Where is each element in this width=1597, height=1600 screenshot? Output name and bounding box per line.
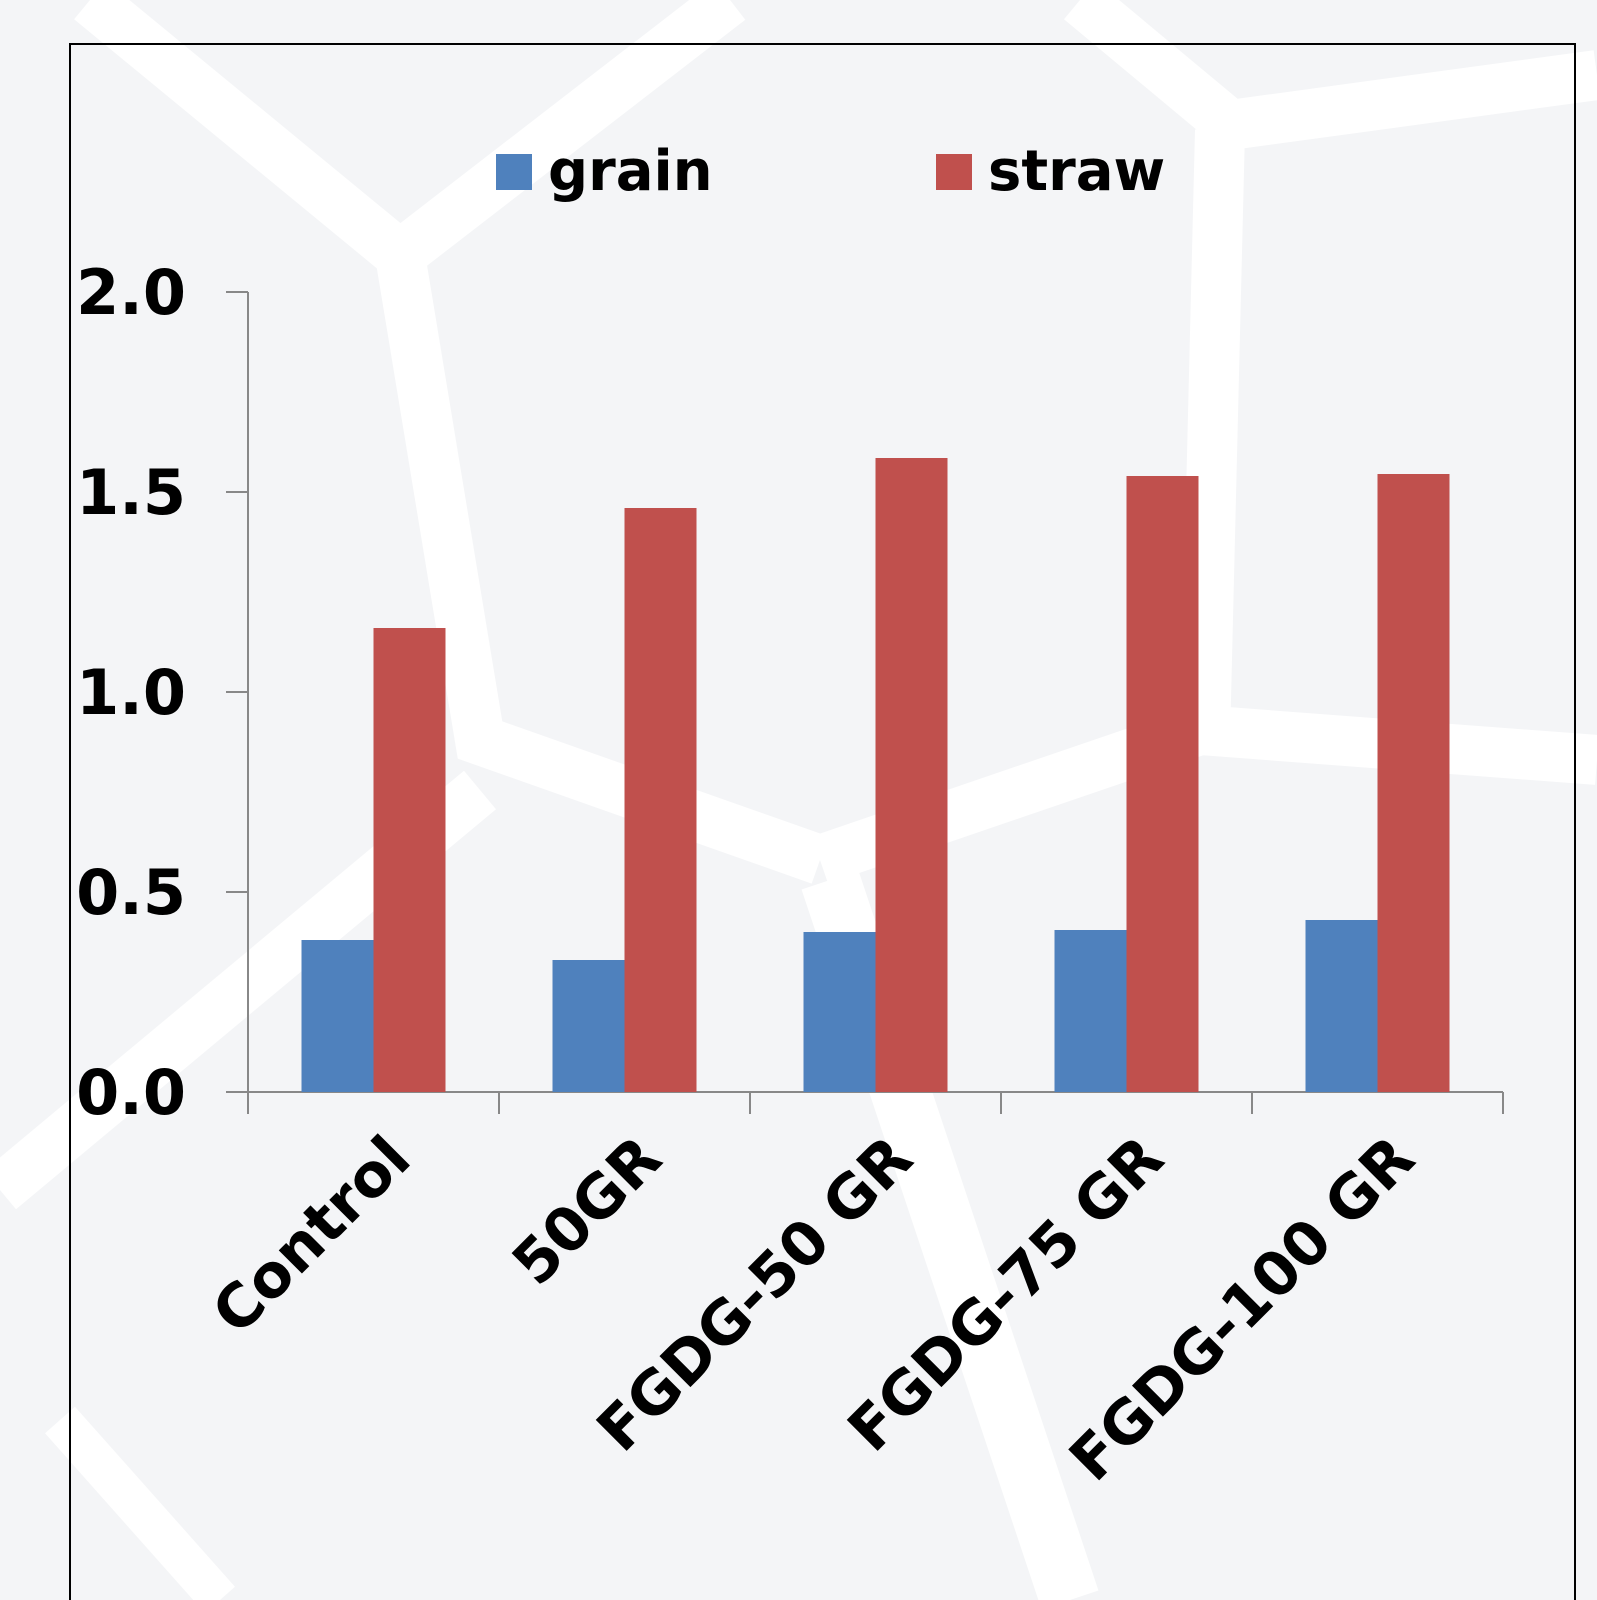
legend: grain straw bbox=[496, 139, 1165, 204]
bar-straw-4 bbox=[1377, 474, 1450, 1092]
y-ticks: 0.0 0.5 1.0 1.5 2.0 bbox=[76, 256, 248, 1129]
bar-grain-2 bbox=[803, 932, 876, 1092]
bar-grain-4 bbox=[1305, 920, 1378, 1092]
bar-straw-3 bbox=[1126, 476, 1199, 1092]
legend-label-straw: straw bbox=[988, 139, 1165, 204]
y-tick-label: 0.0 bbox=[76, 1056, 186, 1129]
bars bbox=[301, 458, 1450, 1092]
y-tick-label: 1.0 bbox=[76, 656, 186, 729]
bar-straw-0 bbox=[373, 628, 446, 1092]
bar-straw-2 bbox=[875, 458, 948, 1092]
x-ticks bbox=[247, 1092, 1504, 1114]
bar-grain-0 bbox=[301, 940, 374, 1092]
y-tick-label: 2.0 bbox=[76, 256, 186, 329]
chart-frame bbox=[69, 43, 1576, 1600]
legend-swatch-straw bbox=[936, 154, 972, 190]
legend-label-grain: grain bbox=[548, 139, 713, 204]
bar-straw-1 bbox=[624, 508, 697, 1092]
legend-swatch-grain bbox=[496, 154, 532, 190]
bar-grain-3 bbox=[1054, 930, 1127, 1092]
bar-grain-1 bbox=[552, 960, 625, 1092]
y-tick-label: 1.5 bbox=[76, 456, 186, 529]
y-tick-label: 0.5 bbox=[76, 856, 186, 929]
